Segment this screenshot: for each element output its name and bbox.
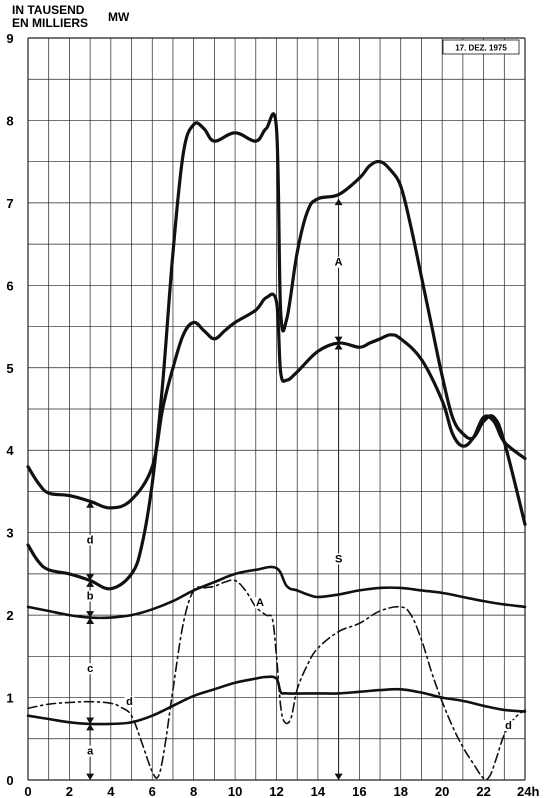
- x-tick-label: 12: [269, 784, 283, 798]
- arrow-head: [86, 580, 95, 587]
- annotation-label: S: [335, 554, 342, 566]
- arrow-head: [334, 773, 343, 780]
- y-axis-label-line-2: EN MILLIERS: [12, 16, 88, 30]
- y-tick-label: 8: [6, 113, 13, 128]
- y-tick-label: 1: [6, 691, 13, 706]
- annotation-backdrop: [124, 696, 135, 708]
- date-label: 17. DEZ. 1975: [455, 44, 507, 53]
- y-tick-label: 5: [6, 361, 13, 376]
- arrow-head: [86, 773, 95, 780]
- series-line-a: [26, 675, 527, 726]
- annotation-label: A: [256, 597, 264, 609]
- annotation-label: d: [87, 535, 94, 547]
- y-axis-unit: MW: [108, 10, 130, 24]
- x-tick-label: 2: [66, 784, 73, 798]
- arrow-head: [334, 336, 343, 344]
- arrow-head: [86, 574, 95, 581]
- series-line-b: [26, 565, 527, 620]
- series-line-middle: [26, 292, 527, 510]
- annotation-label: A: [335, 257, 343, 269]
- x-tick-label: 4: [107, 784, 115, 798]
- arrow-head: [86, 611, 95, 618]
- x-tick-label: 22: [476, 784, 490, 798]
- y-tick-label: 6: [6, 278, 13, 293]
- grid: [27, 37, 526, 781]
- annotation-label: b: [87, 591, 94, 603]
- y-tick-label: 4: [6, 443, 14, 458]
- annotation-backdrop: [333, 553, 344, 565]
- annotation-backdrop: [85, 534, 96, 546]
- annotation-label: d: [126, 696, 133, 708]
- y-tick-label: 3: [6, 526, 13, 541]
- y-ticks: 0 1 2 3 4 5 6 7 8 9: [6, 31, 14, 788]
- series-lines: [26, 112, 527, 781]
- x-tick-label: 24h: [517, 784, 539, 798]
- y-tick-label: 9: [6, 31, 13, 46]
- x-tick-label: 18: [394, 784, 408, 798]
- annotation-backdrop: [85, 745, 96, 757]
- annotation-label: d: [505, 720, 512, 732]
- arrow-head: [334, 343, 343, 350]
- arrow-head: [334, 198, 343, 206]
- x-ticks: 0 2 4 6 8 10 12 14 16 18 20 22 24h: [24, 784, 539, 798]
- x-tick-label: 6: [149, 784, 156, 798]
- y-axis-label-line-1: IN TAUSEND: [12, 3, 85, 17]
- date-box: [442, 39, 520, 55]
- annotation-backdrop: [85, 663, 96, 675]
- annotation-label: c: [87, 663, 93, 675]
- arrow-head: [86, 501, 95, 508]
- x-tick-label: 14: [311, 784, 326, 798]
- y-tick-label: 0: [6, 773, 13, 788]
- arrow-head: [86, 717, 95, 724]
- annotation-backdrop: [254, 597, 265, 609]
- annotations: A S Aa b c d d d: [85, 256, 514, 758]
- x-tick-label: 16: [352, 784, 366, 798]
- annotation-label: a: [87, 746, 94, 758]
- annotation-backdrop: [333, 256, 344, 268]
- series-line-upper: [26, 112, 527, 591]
- y-tick-label: 7: [6, 196, 13, 211]
- series-line-d: [27, 579, 526, 781]
- annotation-backdrop: [85, 590, 96, 602]
- y-tick-label: 2: [6, 608, 13, 623]
- arrow-head: [86, 723, 95, 731]
- arrow-head: [86, 617, 95, 624]
- x-tick-label: 0: [24, 784, 31, 798]
- annotation-backdrop: [503, 720, 514, 732]
- x-tick-label: 20: [435, 784, 449, 798]
- x-tick-label: 10: [228, 784, 242, 798]
- x-tick-label: 8: [190, 784, 197, 798]
